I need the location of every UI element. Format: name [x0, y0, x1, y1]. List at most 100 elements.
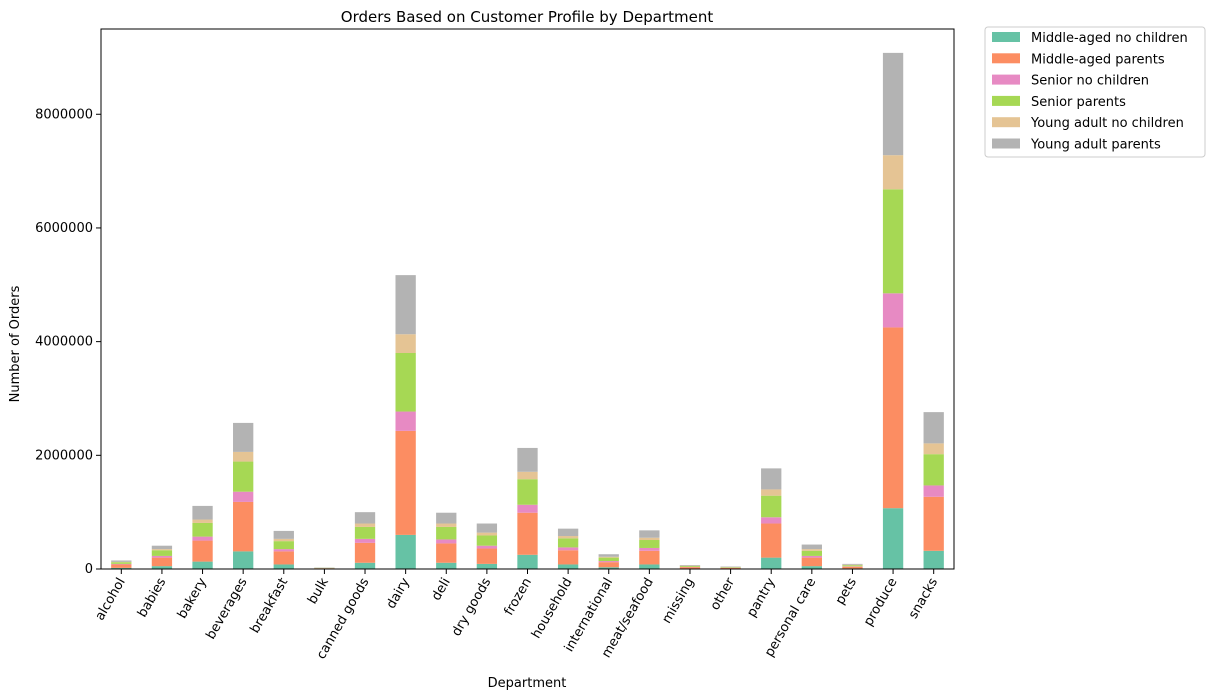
legend-swatch [992, 53, 1020, 64]
bar-segment-2-0 [192, 561, 213, 569]
bar-segment-13-3 [639, 540, 660, 548]
legend-swatch [992, 32, 1020, 42]
bar-segment-1-3 [151, 550, 173, 556]
bar-segment-6-5 [354, 512, 376, 524]
bar-segment-12-4 [598, 556, 619, 558]
bar-segment-15-1 [720, 567, 741, 569]
bar-segment-20-2 [923, 485, 944, 497]
bar-segment-12-0 [598, 567, 619, 569]
bar-segment-13-0 [639, 564, 660, 569]
bar-segment-19-1 [882, 327, 904, 509]
bar-segment-9-4 [476, 532, 498, 536]
bar-segment-10-5 [517, 447, 538, 472]
bar-segment-16-0 [761, 557, 782, 569]
bar-segment-18-1 [842, 566, 863, 569]
bar-segment-1-1 [151, 557, 173, 567]
legend-label: Senior no children [1031, 74, 1149, 89]
plot-frame [100, 28, 955, 570]
bar-segment-3-1 [233, 501, 254, 552]
x-tick-label: bulk [305, 575, 332, 607]
bar-segment-13-5 [639, 530, 660, 538]
bar-segment-20-5 [923, 412, 944, 444]
bar-segment-1-2 [151, 555, 173, 558]
bar-segment-13-1 [639, 550, 660, 565]
bar-segment-16-4 [761, 489, 782, 496]
bar-segment-1-0 [151, 566, 173, 569]
x-axis-label: Department [488, 676, 567, 691]
legend-label: Senior parents [1031, 95, 1126, 110]
bar-segment-2-4 [192, 519, 213, 523]
bar-segment-13-4 [639, 537, 660, 541]
bar-segment-17-2 [801, 555, 822, 558]
bar-segment-7-4 [395, 334, 416, 353]
bar-segment-0-5 [111, 560, 132, 562]
bar-segment-8-1 [436, 543, 457, 563]
chart-title: Orders Based on Customer Profile by Depa… [341, 8, 714, 26]
bar-segment-17-0 [801, 566, 822, 569]
bar-segment-16-3 [761, 495, 782, 518]
bar-segment-9-0 [476, 563, 498, 569]
bar-segment-3-3 [233, 461, 254, 492]
bar-segment-9-1 [476, 548, 498, 564]
bar-segment-12-2 [598, 561, 619, 563]
bar-segment-3-0 [233, 551, 254, 569]
bar-segment-11-2 [557, 547, 579, 551]
bar-segment-16-5 [761, 468, 782, 490]
bar-segment-3-5 [233, 422, 254, 452]
bar-segment-10-2 [517, 504, 538, 513]
bar-segment-2-3 [192, 522, 213, 537]
bar-segment-9-3 [476, 535, 498, 546]
y-tick-label: 2000000 [35, 448, 93, 463]
bar-segment-12-3 [598, 557, 619, 562]
x-tick-label: deli [429, 576, 454, 604]
bar-segment-19-5 [882, 52, 904, 156]
bar-segment-2-5 [192, 505, 213, 520]
bar-segment-6-1 [354, 542, 376, 563]
bar-segment-7-2 [395, 411, 416, 431]
bar-segment-20-0 [923, 550, 944, 569]
bar-segment-14-5 [679, 565, 701, 566]
x-tick-label: bakery [175, 575, 210, 621]
bar-segment-11-1 [557, 550, 579, 565]
legend-label: Middle-aged parents [1031, 52, 1165, 67]
bar-segment-9-2 [476, 545, 498, 549]
bar-segment-1-5 [151, 545, 173, 550]
bar-segment-4-3 [273, 541, 294, 550]
bar-segment-4-2 [273, 549, 294, 552]
bar-segment-8-0 [436, 562, 457, 569]
x-tick-label: beverages [203, 575, 250, 642]
bar-segment-7-5 [395, 275, 416, 335]
legend: Middle-aged no children Middle-aged paren… [984, 26, 1206, 158]
legend-swatch [992, 138, 1020, 149]
x-tick-label: other [708, 575, 739, 613]
bar-segment-18-3 [842, 565, 863, 567]
bar-segment-2-1 [192, 540, 213, 562]
bar-segment-17-3 [801, 550, 822, 556]
y-tick-label: 6000000 [35, 221, 93, 236]
x-tick-label: dairy [384, 575, 414, 611]
bar-segment-10-4 [517, 471, 538, 480]
bar-segment-8-5 [436, 512, 457, 524]
bar-segment-0-3 [111, 562, 132, 564]
bar-segment-19-3 [882, 189, 904, 294]
y-axis: 0 2000000 4000000 6000000 8000000 [35, 107, 101, 577]
bar-segment-14-1 [679, 567, 701, 569]
bar-segment-3-4 [233, 451, 254, 462]
bar-segment-20-1 [923, 496, 944, 551]
bar-segment-4-1 [273, 551, 294, 565]
bar-segment-11-4 [557, 536, 579, 539]
legend-label: Young adult no children [1030, 116, 1184, 131]
bar-segment-7-3 [395, 353, 416, 412]
bar-segment-12-1 [598, 562, 619, 568]
bar-segment-19-0 [882, 508, 904, 569]
bar-segment-10-0 [517, 554, 538, 569]
bar-segment-0-0 [111, 567, 132, 569]
x-tick-label: pets [833, 575, 860, 607]
x-tick-label: babies [135, 575, 170, 620]
bar-segment-20-4 [923, 443, 944, 455]
bar-segment-6-2 [354, 538, 376, 543]
bar-segment-19-2 [882, 293, 904, 328]
x-tick-label: dry goods [449, 575, 494, 639]
